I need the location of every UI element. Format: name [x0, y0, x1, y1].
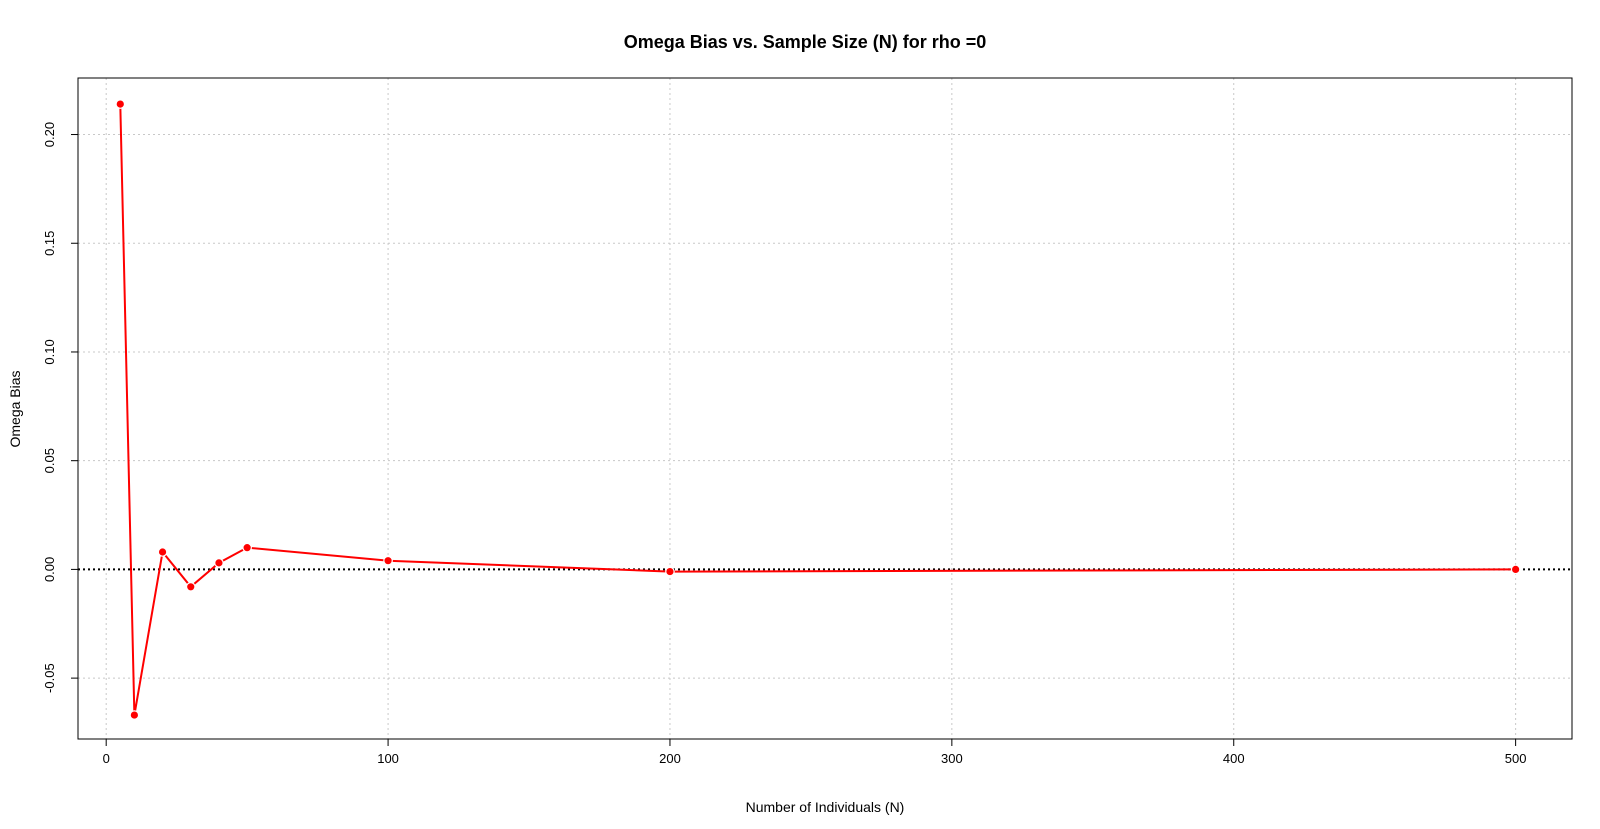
y-tick-label: 0.10: [42, 339, 57, 364]
series: [115, 99, 1521, 720]
data-point: [1510, 564, 1521, 575]
chart-title: Omega Bias vs. Sample Size (N) for rho =…: [624, 32, 987, 52]
data-point: [665, 566, 675, 577]
x-axis: 0 100 200 300 400 500: [103, 739, 1527, 766]
data-point: [214, 558, 224, 568]
data-point: [383, 555, 393, 566]
x-tick-label: 300: [941, 751, 963, 766]
grid: [78, 78, 1572, 739]
y-axis-label: Omega Bias: [7, 370, 23, 447]
plot-frame: [77, 77, 1573, 740]
data-point: [129, 710, 140, 720]
x-tick-label: 200: [659, 751, 681, 766]
y-axis: -0.05 0.00 0.05 0.10 0.15 0.20: [42, 122, 78, 693]
data-point: [185, 581, 196, 592]
x-tick-label: 0: [103, 751, 110, 766]
data-point: [242, 542, 252, 553]
y-tick-label: 0.05: [42, 448, 57, 473]
series-line: [119, 104, 1516, 716]
y-tick-label: -0.05: [42, 663, 57, 693]
x-tick-label: 100: [377, 751, 399, 766]
y-tick-label: 0.20: [42, 122, 57, 147]
data-point: [115, 99, 126, 109]
x-tick-label: 400: [1223, 751, 1245, 766]
x-tick-label: 500: [1505, 751, 1527, 766]
y-tick-label: 0.00: [42, 557, 57, 582]
data-point: [157, 547, 168, 557]
y-tick-label: 0.15: [42, 231, 57, 256]
x-axis-label: Number of Individuals (N): [746, 799, 905, 815]
